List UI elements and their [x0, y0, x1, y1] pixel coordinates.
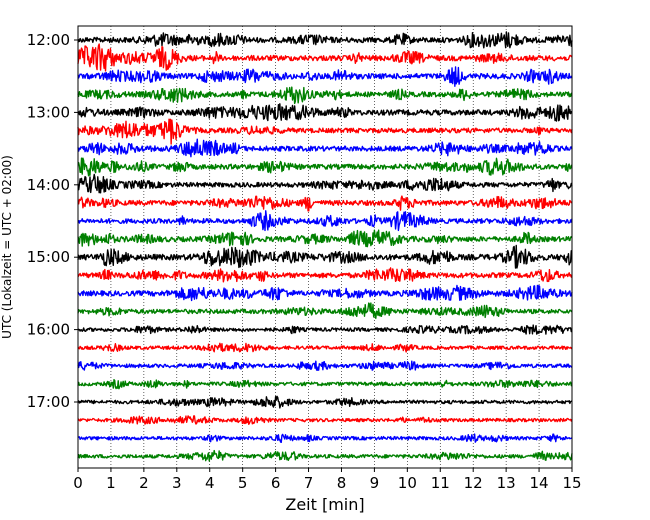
- trace-1400: [77, 173, 573, 194]
- x-tick-label: 14: [530, 474, 549, 492]
- trace-1230: [77, 66, 573, 87]
- x-tick-label: 12: [464, 474, 483, 492]
- trace-1745: [77, 449, 573, 462]
- y-tick-label: 15:00: [27, 248, 70, 266]
- trace-1530: [77, 284, 573, 302]
- trace-1300: [77, 103, 573, 122]
- x-tick-label: 7: [304, 474, 314, 492]
- x-tick-label: 9: [370, 474, 380, 492]
- y-tick-label: 12:00: [27, 31, 70, 49]
- y-tick-label: 16:00: [27, 321, 70, 339]
- trace-1245: [77, 86, 573, 105]
- x-tick-label: 5: [238, 474, 248, 492]
- y-tick-label: 17:00: [27, 393, 70, 411]
- x-tick-label: 13: [497, 474, 516, 492]
- x-tick-label: 3: [172, 474, 182, 492]
- trace-1645: [77, 379, 573, 390]
- trace-1430: [77, 210, 573, 232]
- x-tick-label: 15: [562, 474, 581, 492]
- trace-1345: [77, 157, 573, 177]
- x-tick-label: 4: [205, 474, 215, 492]
- x-tick-label: 1: [106, 474, 116, 492]
- trace-1615: [77, 342, 573, 353]
- y-tick-label: 14:00: [27, 176, 70, 194]
- trace-1545: [77, 302, 573, 320]
- trace-1630: [77, 360, 573, 371]
- x-axis: 0 1 2 3 4 5 6 7 8 9 10 11 12 13 14 15: [73, 468, 582, 492]
- trace-1200: [77, 31, 573, 49]
- trace-1730: [77, 433, 573, 444]
- x-tick-label: 11: [431, 474, 450, 492]
- trace-1500: [77, 244, 573, 269]
- trace-1330: [77, 138, 573, 158]
- trace-1315: [77, 118, 573, 145]
- trace-1215: [77, 43, 573, 72]
- y-tick-label: 13:00: [27, 103, 70, 121]
- plot-frame: [77, 25, 573, 469]
- trace-1700: [77, 395, 573, 409]
- trace-1600: [77, 324, 573, 335]
- x-tick-label: 10: [398, 474, 417, 492]
- x-tick-label: 6: [271, 474, 281, 492]
- trace-1715: [77, 415, 573, 425]
- x-tick-label: 0: [73, 474, 83, 492]
- x-tick-label: 8: [337, 474, 347, 492]
- trace-1445: [77, 229, 573, 248]
- y-axis-label: UTC (Lokalzeit = UTC + 02:00): [0, 155, 14, 339]
- x-axis-label: Zeit [min]: [285, 495, 364, 514]
- trace-1415: [77, 195, 573, 212]
- y-axis: 12:00 13:00 14:00 15:00 16:00 17:00: [27, 31, 78, 411]
- trace-group: [77, 31, 573, 462]
- x-tick-label: 2: [139, 474, 149, 492]
- trace-1515: [77, 267, 573, 283]
